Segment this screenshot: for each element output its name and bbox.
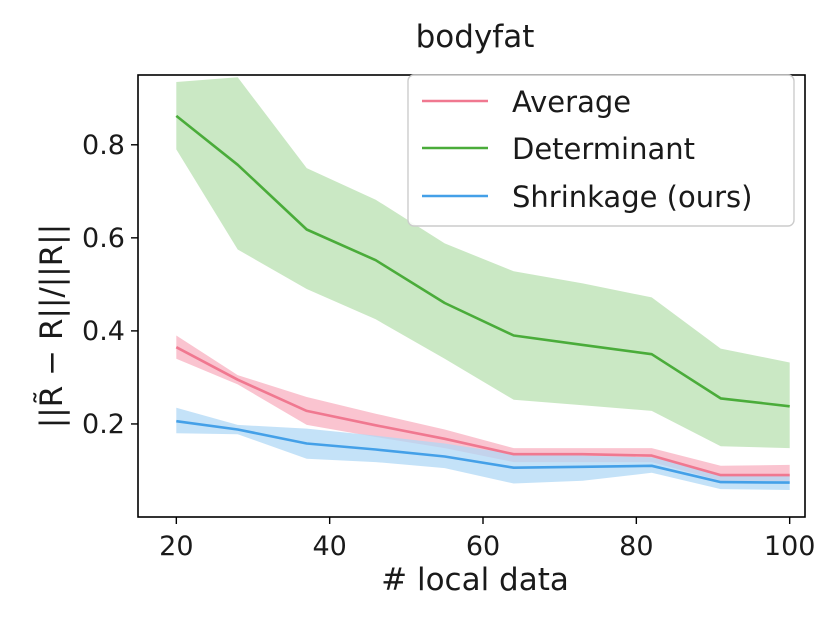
x-tick-label: 40 (312, 531, 346, 562)
x-tick-label: 20 (159, 531, 193, 562)
x-tick-label: 100 (764, 531, 816, 562)
y-axis-ticks: 0.2 0.4 0.6 0.8 (82, 130, 138, 440)
legend-label-average: Average (512, 85, 631, 119)
x-axis-ticks: 20 40 60 80 100 (159, 517, 815, 562)
legend-box (407, 74, 795, 227)
legend-label-determinant: Determinant (512, 132, 695, 166)
x-tick-label: 80 (619, 531, 653, 562)
y-tick-label: 0.6 (82, 223, 125, 254)
series-lines (175, 114, 790, 484)
x-tick-label: 60 (466, 531, 500, 562)
series-line-determinant (175, 114, 790, 408)
series-line-shrinkage-ours (176, 419, 790, 484)
legend-label-shrinkage: Shrinkage (ours) (512, 180, 752, 214)
y-tick-label: 0.4 (82, 316, 125, 347)
band-determinant (176, 77, 790, 449)
series-line-average (175, 346, 790, 477)
legend: Average Determinant Shrinkage (ours) (407, 74, 795, 227)
chart-title: bodyfat (416, 19, 535, 55)
y-tick-label: 0.8 (82, 130, 125, 161)
band-shrinkage-ours (176, 407, 790, 490)
y-axis-label: ||R̃ − R||/||R|| (34, 224, 70, 428)
y-tick-label: 0.2 (82, 409, 125, 440)
x-axis-label: # local data (381, 562, 569, 598)
